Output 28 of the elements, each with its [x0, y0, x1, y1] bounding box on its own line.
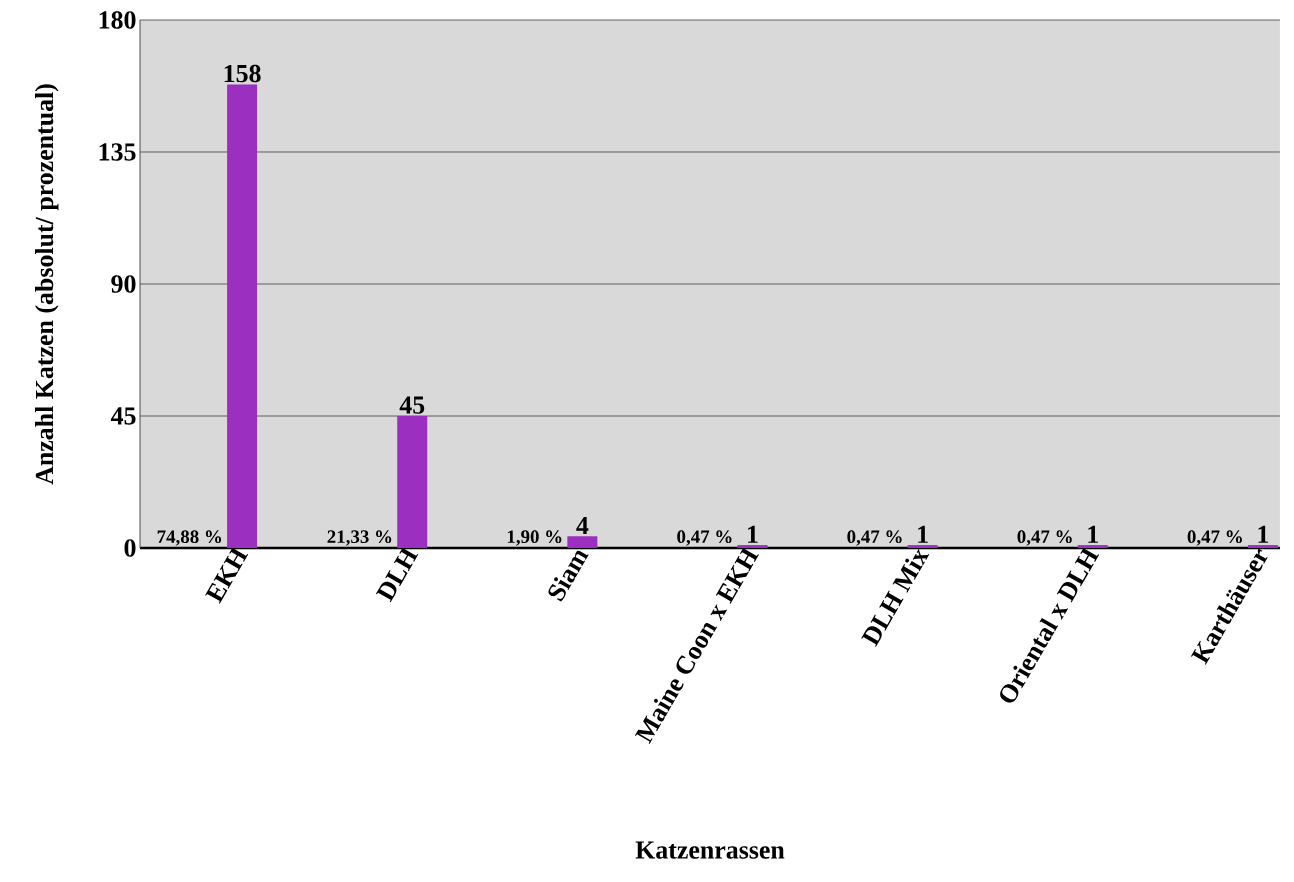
data-label: 1 [918, 525, 928, 543]
bar [397, 416, 428, 548]
data-label: 4 [576, 517, 589, 535]
y-tick-label: 90 [111, 275, 136, 293]
annotation: 1,90 % [507, 530, 562, 546]
y-tick-label: 180 [99, 11, 136, 29]
data-label: 1 [1088, 525, 1098, 543]
y-tick-label: 135 [99, 143, 136, 161]
bar [1247, 545, 1278, 548]
y-tick-label: 45 [110, 407, 136, 425]
bar [907, 545, 938, 548]
annotation: 74,88 % [157, 530, 222, 546]
data-label: 158 [224, 64, 261, 83]
bar [567, 536, 598, 548]
data-label: 45 [399, 396, 425, 414]
annotation: 21,33 % [327, 530, 392, 546]
y-tick-label: 0 [124, 539, 136, 557]
bar [737, 545, 768, 548]
annotation: 0,47 % [1187, 530, 1242, 546]
x-axis-title: Katzenrassen [635, 841, 785, 859]
y-axis-title: Anzahl Katzen (absolut/ prozentual) [35, 84, 59, 485]
annotation: 0,47 % [847, 530, 902, 546]
bar [227, 84, 258, 548]
bar [1077, 545, 1108, 548]
data-label: 1 [1258, 525, 1269, 543]
annotation: 0,47 % [1017, 530, 1072, 546]
annotation: 0,47 % [677, 530, 732, 546]
data-label: 1 [748, 525, 758, 543]
